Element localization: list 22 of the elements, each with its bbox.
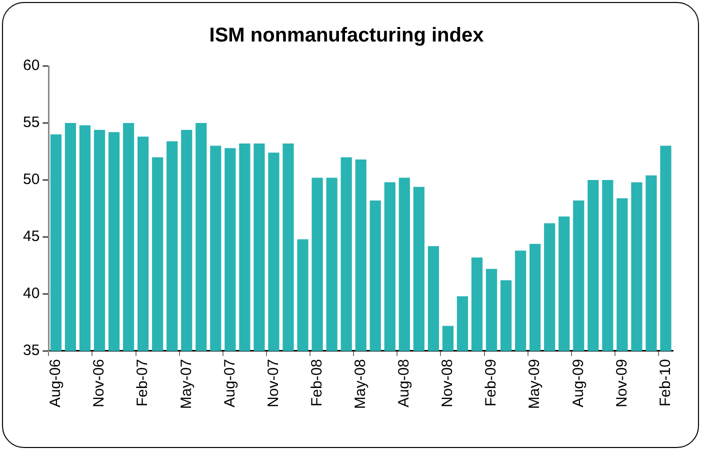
x-tick-label: Feb-10 bbox=[656, 358, 674, 407]
x-tick-label: Nov-07 bbox=[264, 358, 282, 408]
x-tick-label: May-07 bbox=[178, 358, 195, 410]
x-tick-label: May-09 bbox=[526, 358, 544, 410]
x-tick-label: Aug-06 bbox=[47, 358, 64, 408]
y-tick-label: 40 bbox=[22, 285, 40, 302]
x-tick-label: Feb-07 bbox=[134, 358, 152, 407]
x-tick-label: Nov-08 bbox=[439, 358, 456, 408]
y-tick-label: 45 bbox=[22, 228, 40, 246]
x-tick-label: Aug-08 bbox=[396, 358, 413, 408]
chart-title: ISM nonmanufacturing index bbox=[209, 24, 484, 47]
x-tick-label: Feb-08 bbox=[308, 358, 326, 407]
x-tick-label: Feb-09 bbox=[482, 358, 500, 407]
x-tick-label: Aug-09 bbox=[570, 358, 587, 408]
x-tick-label: May-08 bbox=[352, 358, 369, 410]
x-tick-label: Nov-06 bbox=[90, 358, 108, 408]
y-tick-label: 60 bbox=[22, 57, 40, 74]
y-tick-label: 35 bbox=[22, 342, 40, 360]
x-tick-label: Nov-09 bbox=[613, 358, 630, 408]
y-tick-label: 55 bbox=[22, 114, 40, 132]
y-tick-label: 50 bbox=[22, 171, 40, 188]
x-tick-label: Aug-07 bbox=[221, 358, 238, 408]
